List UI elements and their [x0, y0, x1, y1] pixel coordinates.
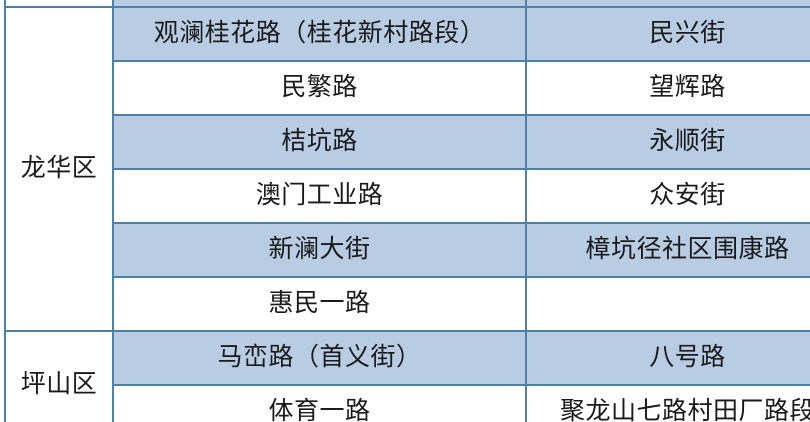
road-list-table: 龙华区 观澜桂花路（桂花新村路段） 民兴街 民繁路 望辉路 桔坑路 永顺街 澳门… — [4, 0, 810, 422]
road-a-cell: 民繁路 — [112, 60, 527, 116]
road-a-cell: 马峦路（首义街） — [112, 330, 527, 386]
road-a-cell: 体育一路 — [112, 384, 527, 422]
district-cell-longhua: 龙华区 — [4, 6, 114, 332]
table-row: 龙华区 观澜桂花路（桂花新村路段） 民兴街 — [4, 6, 810, 332]
table-row: 桔坑路 永顺街 — [5, 114, 810, 170]
table-row: 民繁路 望辉路 — [5, 60, 810, 116]
road-b-cell: 民兴街 — [525, 6, 810, 62]
road-b-cell: 望辉路 — [525, 60, 810, 116]
district-cell-empty-top — [4, 0, 114, 8]
road-b-cell: 八号路 — [525, 330, 810, 386]
table-body: 龙华区 观澜桂花路（桂花新村路段） 民兴街 民繁路 望辉路 桔坑路 永顺街 澳门… — [4, 0, 810, 422]
table-row: 澳门工业路 众安街 — [5, 168, 810, 224]
table-row — [4, 0, 810, 8]
district-cell-pingshan: 坪山区 — [4, 330, 114, 422]
road-a-cell: 桔坑路 — [112, 114, 527, 170]
road-a-cell: 新澜大街 — [112, 222, 527, 278]
road-b-cell: 樟坑径社区围康路 — [525, 222, 810, 278]
road-b-cell — [525, 0, 810, 8]
road-b-cell — [525, 276, 810, 332]
table-row: 惠民一路 — [5, 276, 810, 332]
road-b-cell: 永顺街 — [525, 114, 810, 170]
table-row: 体育一路 聚龙山七路村田厂路段 — [5, 384, 810, 422]
road-a-cell: 观澜桂花路（桂花新村路段） — [112, 6, 527, 62]
road-b-cell: 聚龙山七路村田厂路段 — [525, 384, 810, 422]
table-row: 新澜大街 樟坑径社区围康路 — [5, 222, 810, 278]
table-row: 坪山区 马峦路（首义街） 八号路 — [4, 330, 810, 422]
road-a-cell: 澳门工业路 — [112, 168, 527, 224]
road-b-cell: 众安街 — [525, 168, 810, 224]
road-a-cell — [112, 0, 527, 8]
road-a-cell: 惠民一路 — [112, 276, 527, 332]
